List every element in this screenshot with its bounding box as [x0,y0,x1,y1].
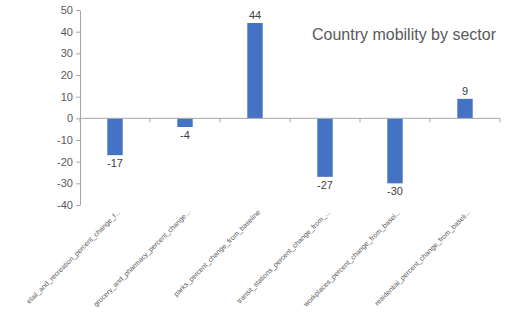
data-label: -17 [107,157,123,169]
bar [387,118,402,183]
y-tick-mark [76,97,80,98]
y-tick-label: 0 [67,112,73,124]
x-tick: residential_percent_change_from_baseli..… [373,205,472,307]
data-label: -27 [317,179,333,191]
bar [107,118,122,155]
category-tick [290,118,291,122]
y-tick-mark [76,205,80,206]
category-tick [430,118,431,122]
y-tick: 40 [61,26,80,38]
y-tick-label: -30 [57,177,73,189]
y-tick-mark [76,162,80,163]
y-tick-mark [76,32,80,33]
y-tick-mark [76,183,80,184]
y-tick-label: 50 [61,4,73,16]
y-tick: 20 [61,69,80,81]
category-tick [220,118,221,122]
y-tick: -30 [57,177,80,189]
y-tick-label: 20 [61,69,73,81]
y-tick-label: 40 [61,26,73,38]
x-tick-label: residential_percent_change_from_baseli..… [373,208,472,307]
y-tick: 10 [61,91,80,103]
bar [457,99,472,119]
y-axis: -40 -30 -20 -10 0 10 20 30 40 50 [57,4,80,211]
y-tick-mark [76,140,80,141]
y-tick-mark [76,53,80,54]
data-label: 9 [462,85,468,97]
y-tick: 30 [61,47,80,59]
y-tick: 50 [61,4,80,16]
y-tick-label: -20 [57,156,73,168]
y-tick: 0 [67,112,80,124]
y-axis-line [80,11,81,206]
y-tick-mark [76,118,80,119]
y-tick: -10 [57,134,80,146]
bar [177,118,192,127]
y-tick-label: 10 [61,91,73,103]
y-tick: -40 [57,199,80,211]
data-label: -4 [180,129,190,141]
data-label: 44 [249,9,261,21]
data-label: -30 [387,185,403,197]
y-tick-label: -40 [57,199,73,211]
y-tick-mark [76,75,80,76]
y-tick: -20 [57,156,80,168]
category-tick [360,118,361,122]
category-axis-line [80,118,500,122]
y-tick-label: -10 [57,134,73,146]
category-tick [500,118,501,122]
category-tick [150,118,151,122]
title: Country mobility by sector [312,26,497,43]
bar [247,23,262,118]
bar [317,118,332,177]
y-tick-label: 30 [61,47,73,59]
x-tick: parks_percent_change_from_baseline [172,205,262,298]
y-tick-mark [76,10,80,11]
bars [107,23,472,183]
chart: -40 -30 -20 -10 0 10 20 30 40 50 etail_and_recreat… [0,0,506,334]
x-axis: etail_and_recreation_percent_change_f...… [25,205,472,309]
